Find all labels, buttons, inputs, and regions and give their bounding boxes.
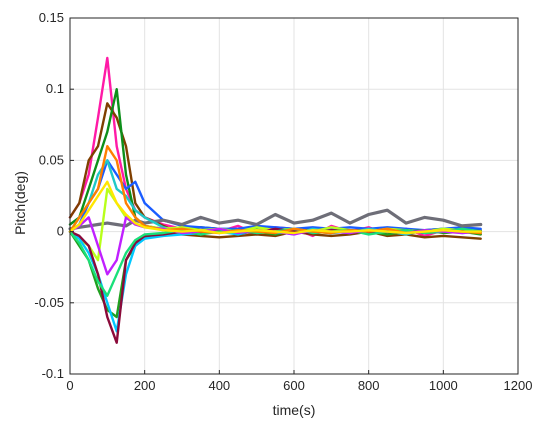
y-tick-label: 0 — [57, 224, 64, 239]
series-line-14 — [68, 180, 482, 235]
x-tick-label: 200 — [134, 378, 156, 393]
x-tick-label: 600 — [283, 378, 305, 393]
x-tick-label: 0 — [66, 378, 73, 393]
y-tick-label: 0.15 — [39, 10, 64, 25]
y-tick-label: 0.05 — [39, 152, 64, 167]
series-line-5 — [68, 208, 483, 231]
x-axis-label: time(s) — [273, 402, 316, 418]
series-group — [68, 56, 483, 344]
x-tick-label: 1000 — [429, 378, 458, 393]
tick-labels: 0 200 400 600 800 1000 1200 -0.1 -0.05 0 0.05 0.1 0.… — [34, 10, 532, 393]
x-tick-label: 400 — [208, 378, 230, 393]
x-tick-label: 800 — [358, 378, 380, 393]
y-tick-label: -0.1 — [42, 366, 64, 381]
y-tick-label: 0.1 — [46, 81, 64, 96]
axes-frame — [69, 17, 519, 375]
series-line-2 — [68, 102, 482, 240]
y-tick-label: -0.05 — [34, 295, 64, 310]
x-tick-label: 1200 — [504, 378, 533, 393]
series-line-4 — [68, 159, 482, 233]
y-axis-label: Pitch(deg) — [12, 171, 28, 235]
